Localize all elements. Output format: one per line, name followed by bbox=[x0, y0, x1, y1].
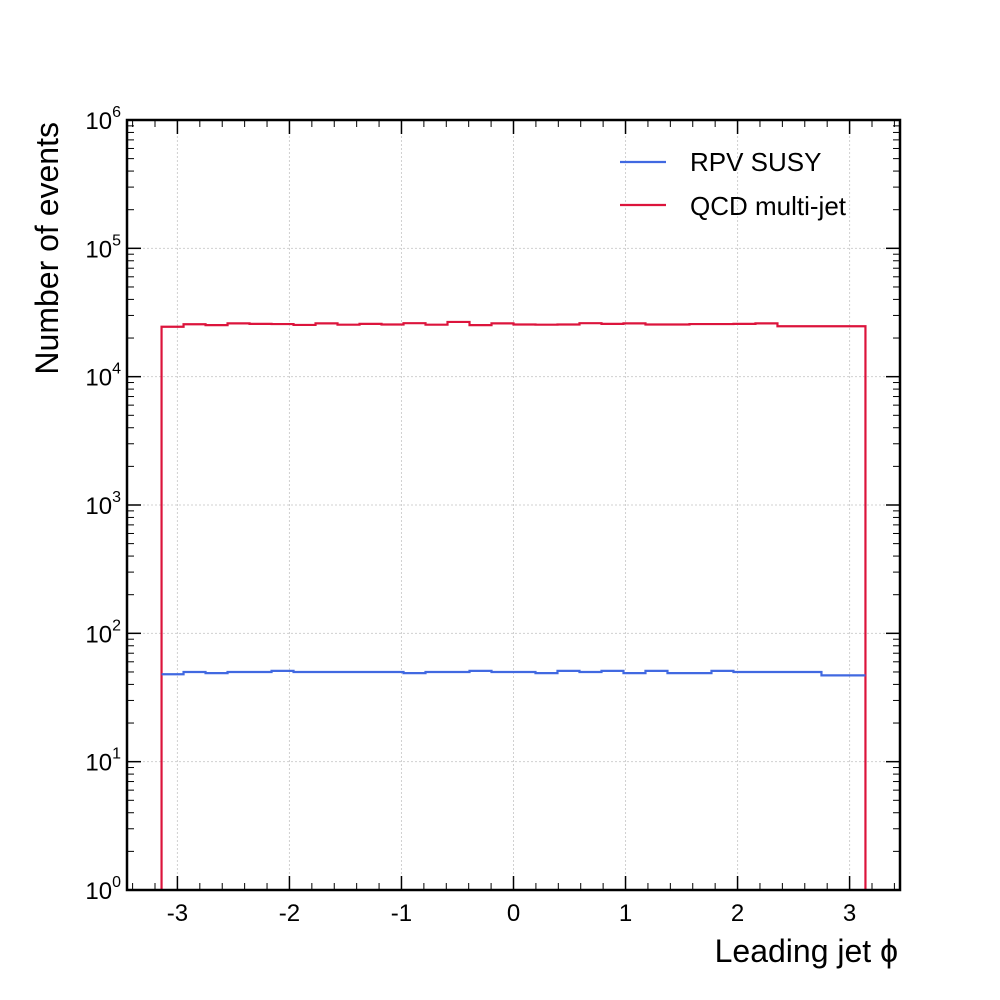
y-tick-label: 101 bbox=[85, 746, 121, 777]
y-tick-base: 10 bbox=[85, 621, 112, 648]
x-tick-label: -1 bbox=[391, 900, 412, 927]
y-tick-exponent: 1 bbox=[112, 746, 121, 763]
y-tick-label: 103 bbox=[85, 489, 121, 520]
series-layer bbox=[160, 320, 867, 890]
y-tick-exponent: 5 bbox=[112, 232, 121, 249]
grid-lines bbox=[127, 120, 900, 890]
y-tick-label: 106 bbox=[85, 104, 121, 135]
legend-label-rpv-susy: RPV SUSY bbox=[690, 147, 822, 177]
y-tick-base: 10 bbox=[85, 750, 112, 777]
y-tick-label: 102 bbox=[85, 617, 121, 648]
y-tick-exponent: 3 bbox=[112, 489, 121, 506]
y-tick-exponent: 4 bbox=[112, 361, 121, 378]
y-tick-exponent: 0 bbox=[112, 874, 121, 891]
x-tick-label: 0 bbox=[507, 900, 520, 927]
y-tick-label: 105 bbox=[85, 232, 121, 263]
y-axis-title: Number of events bbox=[29, 122, 65, 375]
y-tick-base: 10 bbox=[85, 878, 112, 905]
legend: RPV SUSY QCD multi-jet bbox=[620, 147, 847, 221]
y-tick-exponent: 6 bbox=[112, 104, 121, 121]
axis-ticks bbox=[127, 119, 900, 891]
x-tick-label: 1 bbox=[619, 900, 632, 927]
y-tick-base: 10 bbox=[85, 236, 112, 263]
y-tick-exponent: 2 bbox=[112, 617, 121, 634]
y-tick-base: 10 bbox=[85, 365, 112, 392]
y-tick-label: 100 bbox=[85, 874, 121, 905]
x-tick-label: -2 bbox=[279, 900, 300, 927]
y-tick-base: 10 bbox=[85, 493, 112, 520]
legend-label-qcd-multi-jet: QCD multi-jet bbox=[690, 191, 847, 221]
x-axis-title: Leading jet ϕ bbox=[715, 933, 898, 969]
y-tick-base: 10 bbox=[85, 108, 112, 135]
x-tick-label: 2 bbox=[731, 900, 744, 927]
series-line-rpv-susy bbox=[161, 669, 866, 677]
y-tick-label: 104 bbox=[85, 361, 121, 392]
series-line-qcd-multi-jet bbox=[160, 320, 867, 890]
x-tick-label: -3 bbox=[167, 900, 188, 927]
x-tick-label: 3 bbox=[843, 900, 856, 927]
